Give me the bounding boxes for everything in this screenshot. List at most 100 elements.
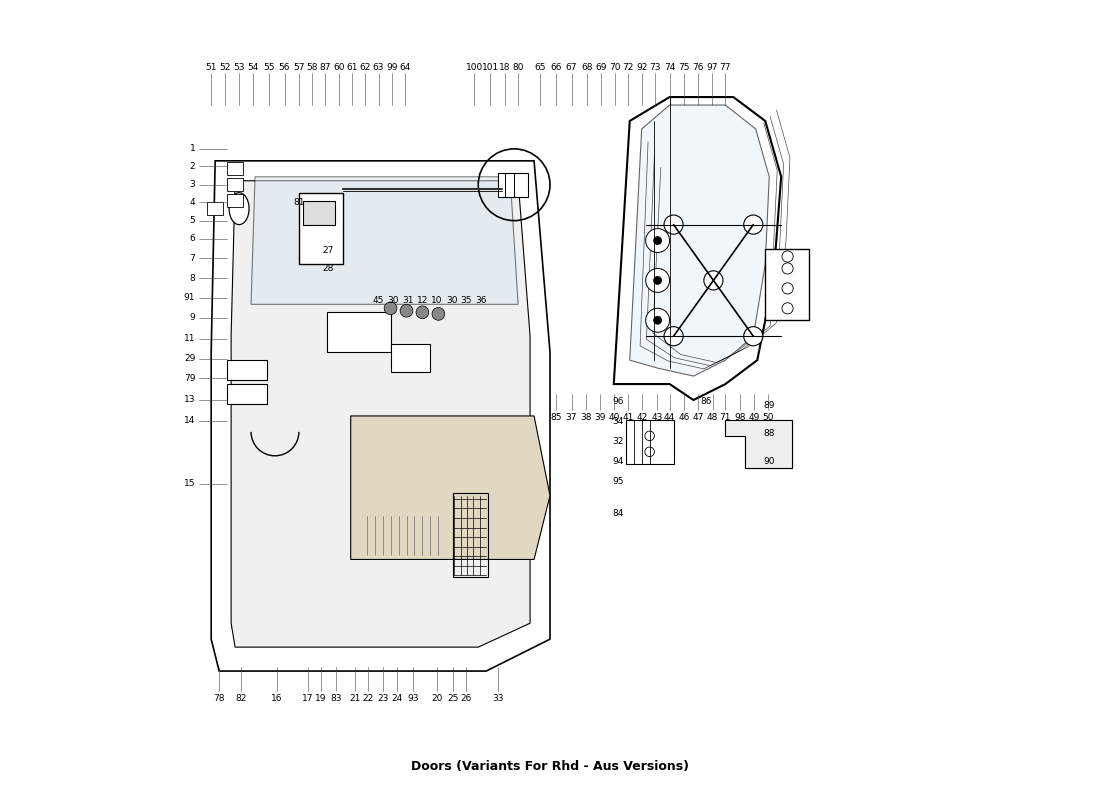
Text: 17: 17 [301,694,314,703]
Bar [207,202,223,215]
Text: 81: 81 [293,198,305,206]
Circle shape [400,304,412,317]
Text: 77: 77 [719,63,732,72]
Text: Doors (Variants For Rhd - Aus Versions): Doors (Variants For Rhd - Aus Versions) [411,760,689,774]
Text: 90: 90 [763,457,776,466]
Text: 97: 97 [706,63,717,72]
Text: 60: 60 [333,63,344,72]
Text: 3: 3 [189,180,195,190]
Text: 21: 21 [349,694,361,703]
Text: 10: 10 [431,296,442,305]
Text: 14: 14 [184,416,195,426]
Text: 42: 42 [637,413,648,422]
Text: 57: 57 [293,63,305,72]
Text: 54: 54 [248,63,260,72]
Text: 15: 15 [184,479,195,488]
Text: 58: 58 [307,63,318,72]
Text: 28: 28 [322,264,334,273]
Text: 80: 80 [513,63,524,72]
Text: 94: 94 [612,457,624,466]
Text: 38: 38 [580,413,592,422]
Text: 70: 70 [609,63,622,72]
Polygon shape [251,177,518,304]
Bar [227,360,267,380]
Text: 36: 36 [475,296,486,305]
Text: 75: 75 [679,63,690,72]
Text: 6: 6 [189,234,195,243]
Text: 16: 16 [271,694,283,703]
Text: 74: 74 [664,63,675,72]
Text: 27: 27 [322,246,334,254]
Text: 65: 65 [535,63,547,72]
Text: 26: 26 [461,694,472,703]
Text: 12: 12 [417,296,428,305]
Text: 53: 53 [233,63,245,72]
Text: 98: 98 [734,413,746,422]
Text: 32: 32 [612,437,624,446]
Text: 30: 30 [387,296,398,305]
Circle shape [664,326,683,346]
Circle shape [646,269,670,292]
Text: 96: 96 [612,397,624,406]
Text: 9: 9 [189,314,195,322]
Circle shape [744,326,763,346]
Text: 33: 33 [493,694,504,703]
Text: 44: 44 [664,413,675,422]
Text: 86: 86 [701,397,712,406]
Ellipse shape [229,193,249,225]
Text: 62: 62 [360,63,371,72]
Circle shape [432,307,444,320]
Text: 91: 91 [184,294,195,302]
Text: 69: 69 [595,63,607,72]
Text: 101: 101 [482,63,498,72]
Text: 29: 29 [184,354,195,363]
Text: 50: 50 [762,413,773,422]
Text: 71: 71 [719,413,732,422]
Text: 51: 51 [206,63,217,72]
Circle shape [384,302,397,314]
Text: 64: 64 [399,63,410,72]
Text: 2: 2 [189,162,195,171]
Text: 34: 34 [612,417,624,426]
Text: 56: 56 [278,63,290,72]
Bar [227,194,243,207]
Text: 7: 7 [189,254,195,262]
Text: 99: 99 [386,63,398,72]
Text: 63: 63 [373,63,384,72]
Bar [453,494,487,577]
Text: 61: 61 [346,63,358,72]
Text: 5: 5 [189,216,195,225]
Text: 8: 8 [189,274,195,282]
Text: 100: 100 [465,63,483,72]
Text: 52: 52 [219,63,230,72]
Text: 35: 35 [461,296,472,305]
Text: 78: 78 [213,694,224,703]
Text: 92: 92 [636,63,648,72]
Text: 83: 83 [331,694,342,703]
Text: 23: 23 [377,694,388,703]
Text: 13: 13 [184,395,195,405]
Text: 41: 41 [623,413,634,422]
Polygon shape [725,420,792,468]
Text: 24: 24 [392,694,403,703]
Text: 20: 20 [431,694,442,703]
Text: 93: 93 [407,694,419,703]
Text: 48: 48 [707,413,718,422]
Text: 40: 40 [608,413,619,422]
Text: 37: 37 [565,413,578,422]
Text: 1: 1 [189,144,195,154]
Circle shape [653,277,661,285]
Text: 55: 55 [264,63,275,72]
Circle shape [744,215,763,234]
Text: 31: 31 [403,296,414,305]
Bar [227,178,243,191]
Text: 45: 45 [373,296,384,305]
Text: 19: 19 [316,694,327,703]
Text: 72: 72 [623,63,634,72]
Text: 30: 30 [447,296,458,305]
Text: 46: 46 [679,413,690,422]
Text: 11: 11 [184,334,195,343]
Text: 85: 85 [551,413,562,422]
Circle shape [653,237,661,245]
Text: 47: 47 [693,413,704,422]
